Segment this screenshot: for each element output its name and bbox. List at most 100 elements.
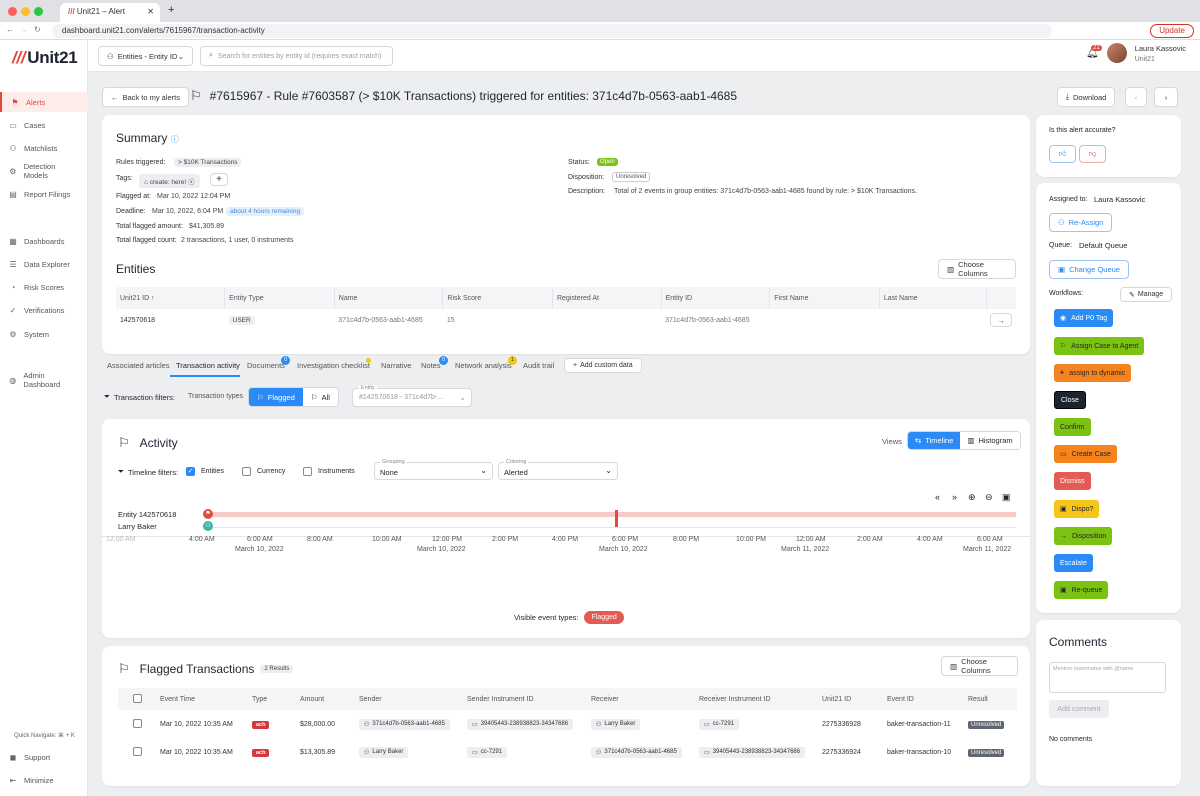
entities-checkbox[interactable]: ✓ Entities (186, 467, 224, 476)
flagged-event-marker[interactable] (615, 510, 618, 527)
col-event-time[interactable]: Event Time (156, 688, 248, 710)
tab-documents[interactable]: Documents (247, 361, 285, 370)
col-event-id[interactable]: Event ID (883, 688, 964, 710)
thumbs-up-button[interactable]: 👍︎ (1049, 145, 1076, 163)
all-toggle[interactable]: ⚐ All (302, 388, 338, 406)
sidebar-item-risk-scores[interactable]: ◔ Risk Scores (0, 277, 88, 297)
workflow-re-queue[interactable]: ▣ Re-queue (1054, 581, 1109, 599)
tab-audit-trail[interactable]: Audit trail (523, 361, 555, 370)
sidebar-item-dashboards[interactable]: ▦ Dashboards (9, 236, 65, 246)
next-alert-button[interactable]: › (1154, 87, 1178, 107)
update-button[interactable]: Update (1150, 24, 1194, 38)
reassign-button[interactable]: ⚇ Re-Assign (1049, 213, 1113, 232)
tab-investigation-checklist[interactable]: Investigation checklist (297, 361, 370, 370)
col-unit21-id[interactable]: Unit21 ID ↑ (116, 287, 226, 309)
workflow-create-case[interactable]: ▭ Create Case (1054, 445, 1117, 463)
thumbs-down-button[interactable]: 👎︎ (1079, 145, 1106, 163)
back-arrow-icon[interactable]: ← (6, 25, 14, 34)
workflow-add-p0-tag[interactable]: ◉ Add P0 Tag (1054, 309, 1114, 327)
col-last-name[interactable]: Last Name (879, 287, 987, 309)
flagged-choose-columns-button[interactable]: ▥ Choose Columns (941, 656, 1018, 676)
minimize-window-icon[interactable] (21, 7, 30, 16)
sidebar-item-detection-models[interactable]: ⚙ Detection Models (9, 162, 56, 180)
entity-flag-marker[interactable]: ⚑ (203, 509, 213, 519)
previous-alert-button[interactable]: ‹ (1125, 87, 1147, 107)
col-unit21-id[interactable]: Unit21 ID (818, 688, 883, 710)
col-sender[interactable]: Sender (355, 688, 463, 710)
zoom-out-icon[interactable]: ⊖ (985, 492, 993, 502)
table-row[interactable]: Mar 10, 2022 10:35 AM ach $28,000.00 ⚇ 37… (118, 710, 1017, 738)
manage-workflows-button[interactable]: ✎ Manage (1120, 287, 1173, 302)
forward-arrow-icon[interactable]: → (20, 25, 28, 34)
back-to-alerts-button[interactable]: ← Back to my alerts (102, 87, 190, 107)
workflow-dismiss[interactable]: Dismiss (1054, 472, 1091, 490)
col-amount[interactable]: Amount (296, 688, 355, 710)
flagged-event-pill[interactable]: Flagged (584, 611, 624, 624)
sidebar-item-admin-dashboard[interactable]: ◍ Admin Dashboard (9, 371, 61, 389)
sender-chip[interactable]: ⚇ 371c4d7b-0563-aab1-4685 (359, 718, 450, 730)
scroll-left-icon[interactable]: « (935, 492, 941, 502)
receiver-chip[interactable]: ⚇ Larry Baker (591, 718, 641, 730)
open-entity-button[interactable]: → (990, 313, 1012, 327)
support-link[interactable]: ◼ Support (9, 752, 51, 762)
avatar[interactable] (1106, 43, 1127, 63)
download-button[interactable]: ⤓ Download (1057, 87, 1115, 107)
url-field[interactable]: dashboard.unit21.com/alerts/7615967/tran… (52, 24, 1052, 38)
add-comment-button[interactable]: Add comment (1049, 700, 1109, 718)
add-custom-data-button[interactable]: + Add custom data (564, 358, 642, 373)
new-tab-icon[interactable]: + (168, 4, 175, 16)
sender-instrument-chip[interactable]: ▭ 39405443-238938823-34347686 (467, 718, 574, 730)
tag-chip[interactable]: ⌂ create: here! ⓧ (139, 174, 200, 188)
browser-tab[interactable]: /// Unit21 – Alert ✕ (60, 3, 160, 22)
rule-chip[interactable]: > $10K Transactions (174, 158, 242, 167)
entity-search-type-select[interactable]: ⚇ Entities - Entity ID ⌄ (98, 46, 193, 66)
sidebar-item-matchlists[interactable]: ⚇ Matchlists (9, 143, 58, 153)
reload-icon[interactable]: ↻ (34, 25, 41, 34)
workflow-assign-case-to-agent[interactable]: ⚐ Assign Case to Agent (1054, 337, 1145, 355)
instruments-checkbox[interactable]: Instruments (303, 467, 355, 476)
col-receiver-instrument[interactable]: Receiver Instrument ID (695, 688, 818, 710)
tab-associated-articles[interactable]: Associated articles (107, 361, 170, 370)
maximize-window-icon[interactable] (34, 7, 43, 16)
tab-notes[interactable]: Notes (421, 361, 441, 370)
workflow-escalate[interactable]: Escalate (1054, 554, 1093, 572)
minimize-sidebar-button[interactable]: ⇤ Minimize (9, 775, 54, 785)
row-checkbox[interactable] (132, 746, 142, 756)
change-queue-button[interactable]: ▣ Change Queue (1049, 260, 1129, 279)
col-risk-score[interactable]: Risk Score (442, 287, 553, 309)
timeline-view-button[interactable]: ⇆ Timeline (908, 432, 961, 449)
sidebar-item-data-explorer[interactable]: ☰ Data Explorer (9, 259, 70, 269)
export-image-icon[interactable]: ▣ (1002, 492, 1011, 502)
sender-chip[interactable]: ⚇ Larry Baker (359, 746, 409, 758)
close-window-icon[interactable] (8, 7, 17, 16)
col-sender-instrument[interactable]: Sender Instrument ID (463, 688, 587, 710)
user-marker[interactable]: ⚇ (203, 521, 213, 531)
col-result[interactable]: Result (964, 688, 1017, 710)
histogram-view-button[interactable]: ▥ Histogram (960, 432, 1020, 449)
workflow-confirm[interactable]: Confirm (1054, 418, 1091, 436)
receiver-instrument-chip[interactable]: ▭ cc-7291 (699, 718, 740, 730)
close-tab-icon[interactable]: ✕ (147, 7, 154, 16)
select-all-checkbox[interactable] (132, 693, 142, 703)
sidebar-item-verifications[interactable]: ✓ Verifications (9, 305, 65, 315)
workflow-dispo[interactable]: ▣ Dispo? (1054, 500, 1100, 518)
table-row[interactable]: Mar 10, 2022 10:35 AM ach $13,305.89 ⚇ La… (118, 738, 1017, 766)
tab-transaction-activity[interactable]: Transaction activity (176, 361, 240, 370)
row-checkbox[interactable] (132, 718, 142, 728)
col-registered-at[interactable]: Registered At (552, 287, 662, 309)
col-type[interactable]: Type (248, 688, 296, 710)
bell-icon[interactable]: 🔔︎ 21 (1086, 44, 1102, 59)
tab-network-analysis[interactable]: Network analysis (455, 361, 512, 370)
table-row[interactable]: 142570618 USER 371c4d7b-0563-aab1-4685 1… (116, 309, 1016, 331)
col-entity-id[interactable]: Entity ID (661, 287, 771, 309)
entities-choose-columns-button[interactable]: ▥ Choose Columns (938, 259, 1016, 279)
col-entity-type[interactable]: Entity Type (224, 287, 335, 309)
workflow-close[interactable]: Close (1054, 391, 1086, 409)
sidebar-item-report-filings[interactable]: ▤ Report Filings (9, 189, 71, 199)
tab-narrative[interactable]: Narrative (381, 361, 412, 370)
sidebar-item-system[interactable]: ⚙ System (9, 329, 50, 339)
info-icon[interactable]: ⓘ (170, 135, 179, 144)
receiver-instrument-chip[interactable]: ▭ 39405443-238938823-34347686 (699, 746, 806, 758)
receiver-chip[interactable]: ⚇ 371c4d7b-0563-aab1-4685 (591, 746, 682, 758)
sidebar-item-alerts[interactable]: ⚑ Alerts (0, 92, 88, 112)
